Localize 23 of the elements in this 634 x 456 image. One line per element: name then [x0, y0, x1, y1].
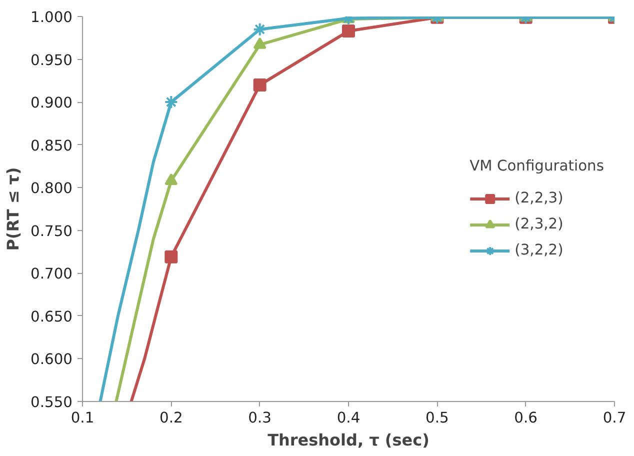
y-tick-label: 0.950 [30, 52, 73, 69]
y-axis-title: P(RT ≤ τ) [4, 167, 23, 251]
legend-label: (2,3,2) [514, 216, 564, 232]
x-axis-title: Threshold, τ (sec) [268, 430, 430, 450]
x-tick-label: 0.5 [426, 410, 449, 426]
legend-label: (3,2,2) [514, 242, 564, 258]
x-tick-label: 0.7 [602, 410, 626, 426]
y-tick-label: 0.650 [30, 308, 73, 326]
x-tick-label: 0.3 [248, 410, 272, 426]
y-tick-label: 0.600 [30, 351, 73, 368]
y-tick-label: 0.700 [30, 266, 73, 283]
y-tick-label: 0.750 [30, 222, 73, 240]
y-tick-label: 0.850 [30, 137, 73, 154]
legend-label: (2,2,3) [514, 190, 564, 206]
y-tick-label: 0.800 [30, 180, 73, 198]
x-tick-label: 0.2 [160, 410, 183, 426]
legend-title: VM Configurations [470, 157, 604, 174]
y-tick-label: 1.000 [30, 9, 73, 26]
x-tick-label: 0.4 [336, 410, 360, 426]
x-tick-label: 0.6 [514, 410, 538, 426]
x-tick-label: 0.1 [70, 410, 94, 426]
y-tick-label: 0.900 [30, 94, 73, 112]
y-tick-label: 0.550 [30, 394, 73, 411]
